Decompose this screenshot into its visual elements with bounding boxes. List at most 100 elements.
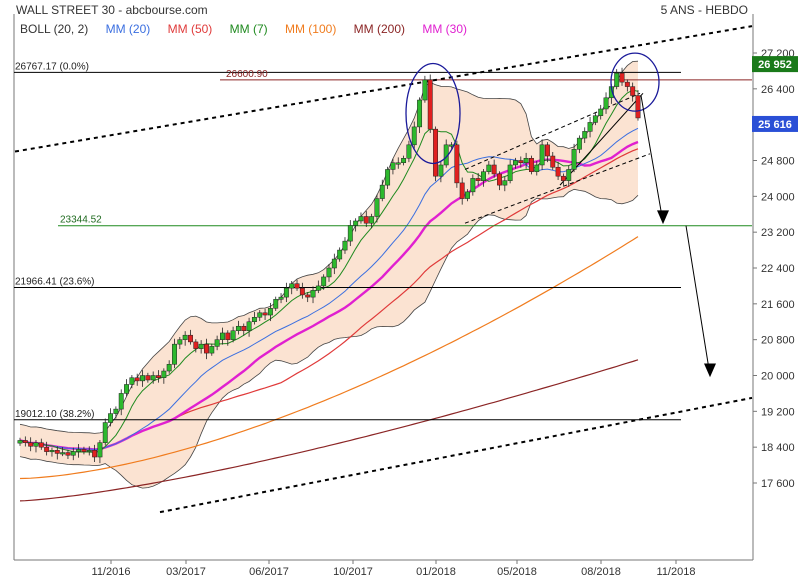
candle-body bbox=[486, 164, 492, 172]
candle-body bbox=[193, 341, 199, 349]
candle-body bbox=[38, 442, 44, 448]
chart-title: WALL STREET 30 - abcbourse.com bbox=[16, 3, 208, 17]
candle-body bbox=[76, 449, 82, 452]
indicator-legend: BOLL (20, 2) MM (20) MM (50) MM (7) MM (… bbox=[20, 22, 481, 36]
candle-body bbox=[289, 283, 295, 289]
candle-body bbox=[571, 149, 577, 170]
level-label: 26600.90 bbox=[226, 69, 268, 80]
candle-body bbox=[246, 321, 252, 331]
candle-body bbox=[507, 164, 513, 181]
candle-body bbox=[385, 169, 391, 186]
candle-body bbox=[379, 184, 385, 199]
legend-mm20: MM (20) bbox=[105, 22, 151, 36]
candle-body bbox=[257, 312, 263, 318]
bollinger-lower-line bbox=[19, 188, 639, 489]
candle-body bbox=[598, 108, 604, 116]
candle-body bbox=[225, 332, 231, 340]
candle-body bbox=[28, 442, 34, 447]
bollinger-upper-line bbox=[19, 60, 639, 434]
candle-body bbox=[555, 166, 561, 177]
candle-body bbox=[124, 384, 130, 394]
candle-body bbox=[33, 442, 39, 447]
candle-body bbox=[235, 325, 241, 331]
candle-body bbox=[390, 162, 396, 170]
candle-body bbox=[630, 86, 636, 96]
candle-body bbox=[310, 290, 316, 298]
x-tick-label: 01/2018 bbox=[416, 566, 456, 578]
candle-body bbox=[273, 299, 279, 309]
level-label: 21966.41 (23.6%) bbox=[15, 276, 95, 287]
candle-body bbox=[353, 220, 359, 226]
candle-body bbox=[118, 393, 124, 410]
candle-body bbox=[342, 240, 348, 251]
legend-boll: BOLL (20, 2) bbox=[20, 22, 89, 36]
candle-body bbox=[81, 449, 87, 452]
candle-body bbox=[251, 317, 257, 323]
candle-body bbox=[395, 162, 401, 165]
candle-body bbox=[539, 144, 545, 166]
x-tick-label: 03/2017 bbox=[166, 566, 206, 578]
candle-body bbox=[241, 325, 247, 331]
candle-body bbox=[65, 452, 71, 456]
candle-body bbox=[283, 287, 289, 298]
legend-mm200: MM (200) bbox=[353, 22, 406, 36]
candle-body bbox=[92, 450, 98, 458]
x-tick-label: 05/2018 bbox=[497, 566, 537, 578]
x-tick-label: 11/2016 bbox=[92, 566, 131, 578]
candle-body bbox=[331, 258, 337, 269]
candle-body bbox=[614, 72, 620, 87]
y-tick-label: 22 400 bbox=[761, 263, 795, 275]
candle-body bbox=[576, 137, 582, 150]
y-tick-label: 21 600 bbox=[761, 299, 795, 311]
candle-body bbox=[518, 160, 524, 163]
arrow-head-1 bbox=[657, 210, 669, 225]
candle-body bbox=[44, 446, 50, 452]
candle-body bbox=[177, 339, 183, 345]
y-tick-label: 17 600 bbox=[761, 478, 795, 490]
candle-body bbox=[140, 375, 145, 382]
chart-period: 5 ANS - HEBDO bbox=[660, 3, 748, 17]
candle-body bbox=[305, 294, 311, 298]
top-ellipse-1 bbox=[405, 62, 461, 165]
candle-body bbox=[219, 332, 225, 340]
candle-body bbox=[459, 182, 465, 199]
candle-body bbox=[97, 442, 103, 458]
level-label: 26767.17 (0.0%) bbox=[15, 61, 89, 72]
candle-body bbox=[358, 216, 364, 222]
candle-body bbox=[129, 377, 135, 385]
candle-body bbox=[134, 377, 140, 382]
candle-body bbox=[204, 343, 209, 354]
candle-body bbox=[70, 451, 76, 456]
candle-body bbox=[411, 126, 417, 146]
candle-body bbox=[624, 81, 630, 87]
candle-body bbox=[267, 308, 273, 316]
y-tick-label: 24 000 bbox=[761, 191, 795, 203]
legend-mm100: MM (100) bbox=[284, 22, 337, 36]
candle-body bbox=[491, 164, 497, 175]
candle-body bbox=[198, 343, 204, 349]
candle-body bbox=[427, 79, 433, 130]
candle-body bbox=[374, 198, 380, 217]
candle-body bbox=[481, 171, 486, 181]
ma100-line bbox=[19, 236, 639, 480]
candle-body bbox=[230, 330, 236, 340]
candle-body bbox=[294, 283, 300, 289]
price-badge-label: 26 952 bbox=[758, 59, 792, 71]
candle-body bbox=[502, 180, 508, 186]
candle-body bbox=[166, 364, 172, 372]
arrow-head-2 bbox=[704, 363, 716, 378]
candle-body bbox=[582, 131, 588, 139]
candle-body bbox=[619, 72, 625, 83]
candle-body bbox=[587, 122, 593, 132]
candle-body bbox=[315, 285, 321, 291]
level-label: 23344.52 bbox=[60, 215, 102, 226]
candle-body bbox=[108, 413, 114, 423]
candle-body bbox=[465, 191, 470, 199]
candle-body bbox=[470, 178, 476, 193]
x-tick-label: 08/2018 bbox=[581, 566, 621, 578]
candle-body bbox=[401, 158, 407, 163]
y-tick-label: 23 200 bbox=[761, 227, 795, 239]
candle-body bbox=[262, 312, 268, 316]
candle-body bbox=[475, 178, 481, 181]
candle-body bbox=[102, 422, 108, 443]
